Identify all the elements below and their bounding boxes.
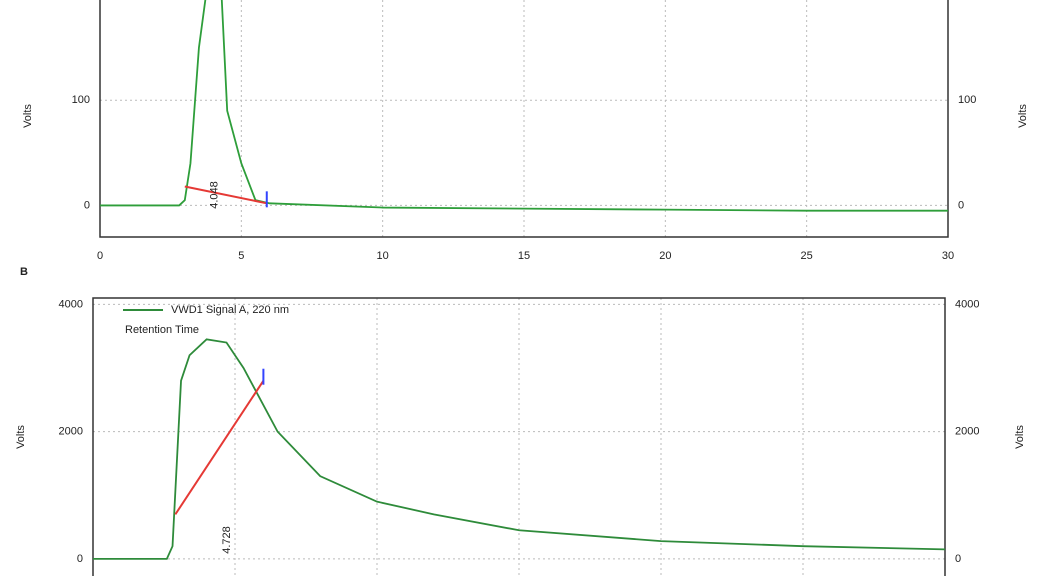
x-tick-label: 5 xyxy=(238,250,244,262)
peak-label: 4.728 xyxy=(221,526,233,554)
y-tick-label-right: 100 xyxy=(958,94,976,106)
retention-time-label: Retention Time xyxy=(125,324,199,336)
y-tick-label-right: 2000 xyxy=(955,426,979,438)
x-tick-label: 20 xyxy=(659,250,671,262)
legend-entry: VWD1 Signal A, 220 nm xyxy=(171,304,289,316)
peak-label: 4.048 xyxy=(208,181,220,209)
y-axis-label-right: Volts xyxy=(1014,425,1026,449)
y-axis-label: Volts xyxy=(22,104,34,128)
x-tick-label: 30 xyxy=(942,250,954,262)
panel-label: B xyxy=(20,266,28,278)
x-tick-label: 10 xyxy=(377,250,389,262)
x-tick-label: 25 xyxy=(801,250,813,262)
y-tick-label: 0 xyxy=(77,553,83,565)
x-tick-label: 0 xyxy=(97,250,103,262)
y-axis-label-right: Volts xyxy=(1017,104,1029,128)
y-tick-label-right: 0 xyxy=(955,553,961,565)
y-tick-label-right: 0 xyxy=(958,199,964,211)
y-tick-label: 100 xyxy=(72,94,90,106)
plot-frame xyxy=(92,297,946,576)
signal-line xyxy=(100,0,948,212)
y-tick-label: 0 xyxy=(84,199,90,211)
signal-line xyxy=(93,338,946,560)
y-axis-label: Volts xyxy=(15,425,27,449)
plot-frame xyxy=(99,0,949,238)
y-tick-label-right: 200 xyxy=(958,0,976,1)
y-tick-label-right: 4000 xyxy=(955,298,979,310)
y-tick-label: 200 xyxy=(72,0,90,1)
y-tick-label: 2000 xyxy=(59,426,83,438)
integration-baseline xyxy=(184,185,267,205)
y-tick-label: 4000 xyxy=(59,298,83,310)
x-tick-label: 15 xyxy=(518,250,530,262)
integration-baseline xyxy=(174,380,265,515)
